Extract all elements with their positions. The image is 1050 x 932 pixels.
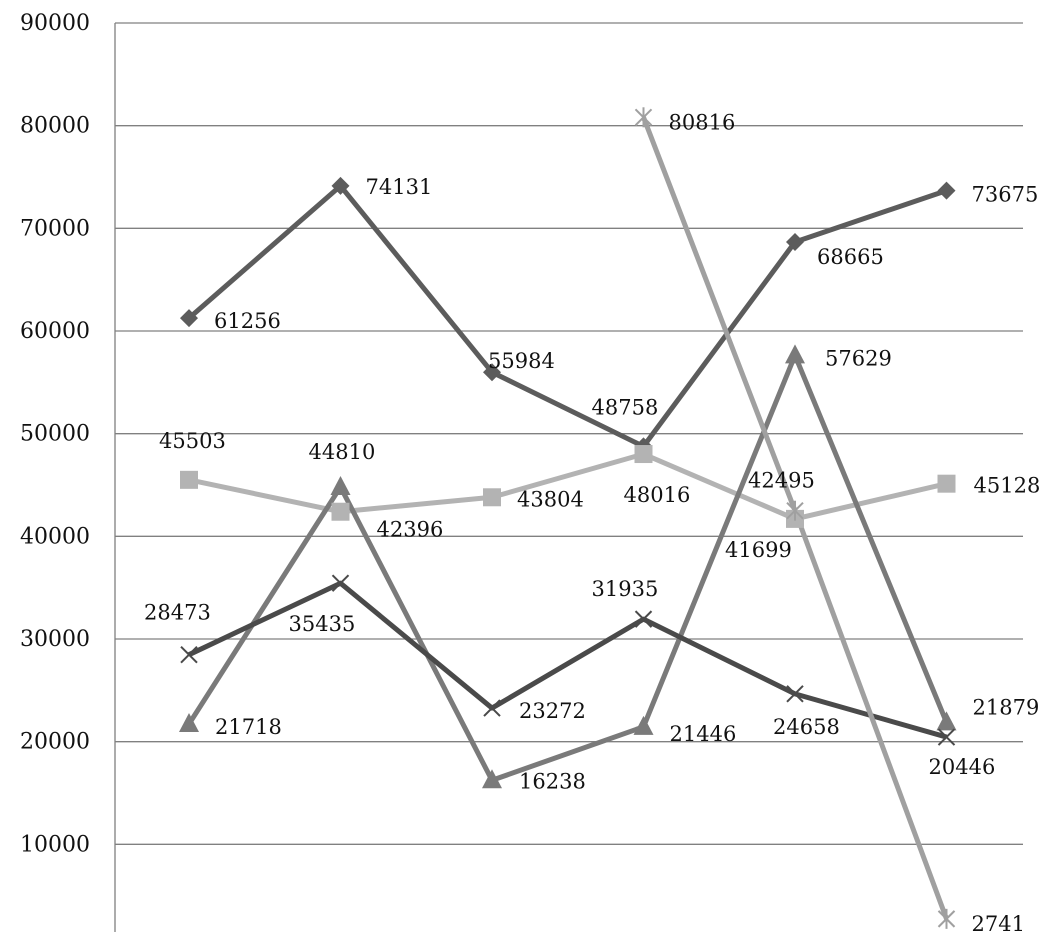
data-label: 31935 bbox=[592, 577, 659, 601]
y-tick-label: 50000 bbox=[20, 422, 90, 447]
series-2-marker-3 bbox=[483, 488, 501, 507]
series-3-marker-6 bbox=[936, 711, 957, 731]
series-2-line bbox=[188, 451, 948, 522]
series-2-marker-2 bbox=[331, 502, 350, 521]
series-1-marker-5 bbox=[786, 233, 804, 252]
series-4-marker-4 bbox=[634, 610, 653, 628]
data-label: 16238 bbox=[519, 769, 586, 793]
data-label: 43804 bbox=[517, 487, 584, 511]
data-label: 45128 bbox=[974, 474, 1041, 498]
data-label: 68665 bbox=[817, 245, 884, 269]
y-tick-label: 60000 bbox=[20, 319, 90, 344]
data-label: 21446 bbox=[670, 722, 737, 746]
data-label: 80816 bbox=[669, 110, 736, 134]
series-1-line bbox=[187, 183, 948, 449]
series-3-marker-1 bbox=[179, 713, 199, 733]
data-label: 73675 bbox=[972, 183, 1039, 207]
data-label: 42495 bbox=[748, 469, 815, 493]
series-4-marker-6 bbox=[937, 728, 956, 746]
y-tick-label: 10000 bbox=[20, 832, 90, 857]
data-label: 48758 bbox=[592, 395, 659, 419]
series-1-marker-2 bbox=[331, 176, 350, 195]
data-label: 55984 bbox=[488, 349, 555, 373]
series-5-marker-6 bbox=[937, 908, 956, 929]
y-tick-label: 40000 bbox=[20, 524, 90, 549]
series-3-marker-3 bbox=[482, 769, 502, 789]
data-label: 57629 bbox=[825, 346, 892, 370]
data-label: 20446 bbox=[929, 755, 996, 779]
data-label: 42396 bbox=[377, 518, 444, 542]
y-tick-label: 30000 bbox=[20, 627, 90, 652]
data-label: 28473 bbox=[144, 601, 211, 625]
series-4-marker-2 bbox=[331, 574, 350, 592]
data-label: 41699 bbox=[725, 538, 792, 562]
data-label: 21718 bbox=[215, 715, 282, 739]
data-label: 2741 bbox=[972, 912, 1025, 932]
data-label: 24658 bbox=[773, 715, 840, 739]
series-4-marker-1 bbox=[180, 645, 198, 664]
series-4-marker-3 bbox=[483, 699, 501, 717]
y-tick-label: 90000 bbox=[20, 11, 90, 36]
y-tick-label: 80000 bbox=[20, 114, 90, 139]
y-tick-label: 20000 bbox=[20, 730, 90, 755]
data-label: 45503 bbox=[159, 429, 226, 453]
y-tick-label: 70000 bbox=[20, 216, 90, 241]
series-1-marker-6 bbox=[937, 181, 956, 200]
data-label: 74131 bbox=[366, 175, 433, 199]
series-2-marker-4 bbox=[634, 445, 653, 464]
series-3-marker-4 bbox=[633, 715, 654, 735]
series-lines bbox=[186, 116, 949, 920]
series-3-line bbox=[186, 352, 949, 783]
data-label: 48016 bbox=[624, 483, 691, 507]
data-labels: 61256 74131 55984 48758 68665 73675 45503 42396… bbox=[144, 110, 1040, 932]
data-label: 21879 bbox=[973, 695, 1040, 719]
data-label: 61256 bbox=[214, 309, 281, 333]
series-3-marker-5 bbox=[785, 344, 805, 364]
data-label: 23272 bbox=[519, 699, 586, 723]
series-3-marker-2 bbox=[330, 475, 351, 495]
y-axis: 10000 20000 30000 40000 50000 60000 70000 80000… bbox=[20, 11, 116, 932]
data-label: 44810 bbox=[309, 440, 376, 464]
series-1-marker-1 bbox=[180, 309, 198, 328]
series-2-marker-1 bbox=[180, 470, 198, 489]
series-1-marker-3 bbox=[483, 363, 501, 382]
series-4-marker-5 bbox=[786, 685, 804, 703]
series-5-marker-4 bbox=[634, 107, 653, 128]
series-5-marker-5 bbox=[786, 500, 804, 521]
series-markers bbox=[179, 107, 957, 929]
data-label: 35435 bbox=[289, 612, 356, 636]
series-4-line bbox=[187, 580, 948, 740]
series-2-marker-6 bbox=[937, 474, 956, 493]
gridlines bbox=[115, 22, 1023, 845]
